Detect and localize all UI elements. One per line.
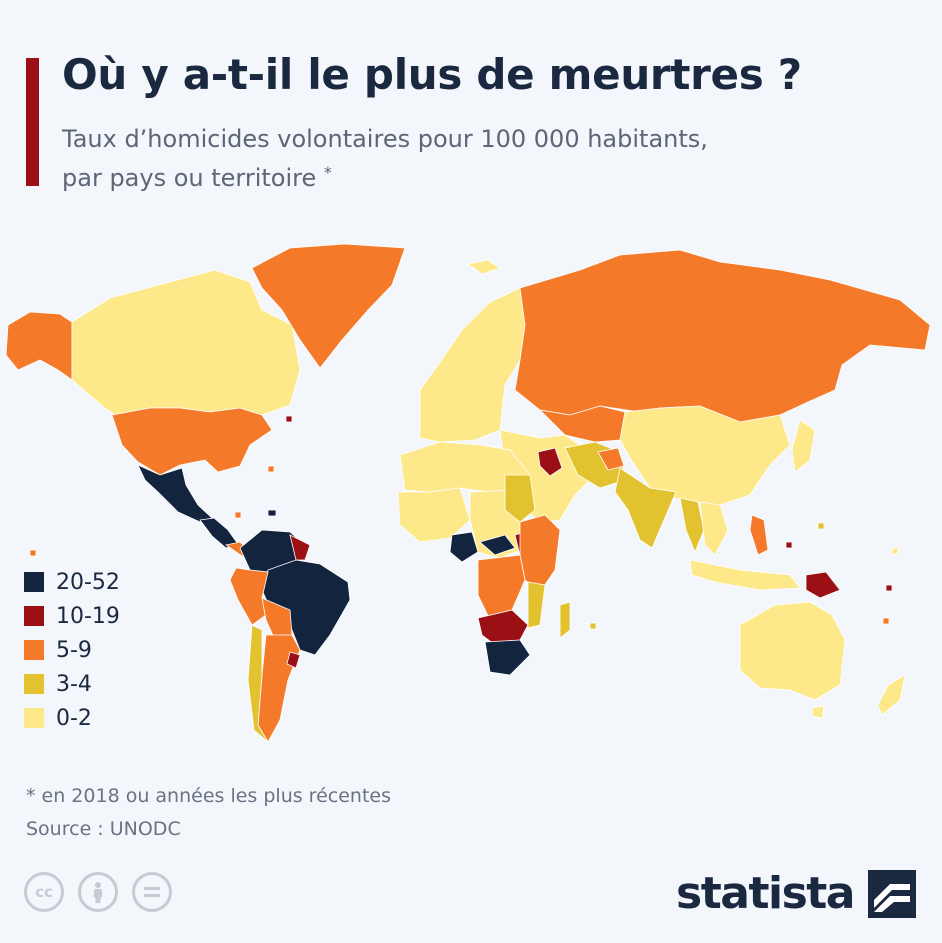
region-atlantic-island [267, 465, 275, 473]
region-papua-new-guinea [805, 571, 841, 599]
license-icons: cc [24, 872, 172, 912]
region-pacific-island-5 [882, 617, 890, 625]
region-guyana [289, 534, 311, 561]
legend-item: 5-9 [24, 633, 120, 667]
region-argentina [257, 634, 301, 743]
region-south-east-asia [699, 501, 729, 556]
world-map [5, 243, 931, 743]
region-puerto-rico [285, 415, 293, 423]
region-angola-drc [477, 554, 526, 621]
region-australia [739, 601, 846, 701]
brand-name: statista [676, 868, 855, 919]
region-southern-africa-red [477, 609, 529, 646]
region-uruguay [286, 651, 301, 669]
region-philippines [749, 514, 769, 556]
region-afghanistan [597, 447, 625, 471]
region-west-africa [397, 487, 471, 543]
legend-label: 10-19 [56, 603, 120, 629]
region-canada [71, 269, 301, 416]
legend-item: 20-52 [24, 565, 120, 599]
nd-icon[interactable] [132, 872, 172, 912]
legend-label: 5-9 [56, 637, 92, 663]
region-mozambique [527, 581, 546, 629]
region-chile [247, 624, 269, 743]
region-caribbean-islands [267, 509, 277, 517]
cc-icon[interactable]: cc [24, 872, 64, 912]
title-accent-bar [26, 58, 39, 186]
statista-brand[interactable]: statista [676, 868, 916, 919]
subtitle-line-2-text: par pays ou territoire [62, 164, 317, 192]
region-japan [791, 419, 816, 473]
region-europe [419, 287, 526, 443]
legend-swatch [24, 640, 44, 660]
region-greenland [251, 243, 406, 369]
legend-swatch [24, 708, 44, 728]
subtitle-line-2: par pays ou territoire * [62, 156, 882, 195]
legend-label: 3-4 [56, 671, 92, 697]
region-pacific-island-4 [891, 547, 899, 555]
legend-label: 20-52 [56, 569, 120, 595]
source: Source : UNODC [26, 818, 181, 840]
by-icon[interactable] [78, 872, 118, 912]
legend-swatch [24, 606, 44, 626]
legend-swatch [24, 674, 44, 694]
region-pacific-island-1 [785, 541, 793, 549]
region-mexico [137, 464, 213, 523]
footnote: * en 2018 ou années les plus récentes [26, 785, 391, 807]
region-russia [514, 249, 931, 423]
legend-item: 10-19 [24, 599, 120, 633]
legend-label: 0-2 [56, 705, 92, 731]
region-usa [111, 407, 273, 476]
region-myanmar-thailand [679, 497, 705, 554]
region-car [479, 534, 516, 556]
region-indian-ocean-island [589, 622, 597, 630]
region-new-zealand [877, 674, 906, 716]
region-indonesia [689, 559, 801, 591]
region-alaska [5, 311, 73, 381]
region-nigeria [449, 531, 479, 563]
region-east-africa [519, 514, 561, 593]
region-india [614, 467, 677, 549]
region-pacific-island-3 [885, 584, 893, 592]
subtitle-asterisk: * [323, 163, 332, 182]
region-mongolia-china [619, 405, 791, 506]
region-sudan [504, 474, 536, 523]
region-south-africa [484, 639, 531, 676]
legend: 20-52 10-19 5-9 3-4 0-2 [24, 565, 120, 735]
region-iraq [537, 447, 563, 477]
chart-subtitle: Taux d’homicides volontaires pour 100 00… [62, 122, 882, 195]
region-madagascar [559, 601, 571, 639]
legend-swatch [24, 572, 44, 592]
region-tasmania [811, 705, 825, 719]
region-pacific-island-2 [817, 522, 825, 530]
statista-logo-icon [868, 869, 916, 918]
region-peru [229, 567, 269, 626]
chart-title: Où y a-t-il le plus de meurtres ? [62, 50, 802, 99]
region-iceland [467, 259, 501, 275]
region-caribbean-islands-2 [234, 511, 242, 519]
region-atlantic-island-2 [29, 549, 37, 557]
subtitle-line-1: Taux d’homicides volontaires pour 100 00… [62, 125, 708, 153]
legend-item: 0-2 [24, 701, 120, 735]
legend-item: 3-4 [24, 667, 120, 701]
